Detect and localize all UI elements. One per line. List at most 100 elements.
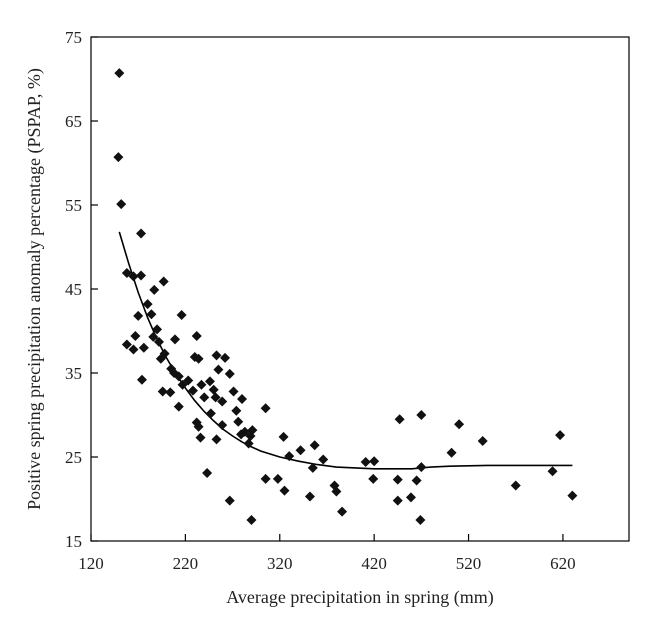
data-point	[213, 364, 224, 375]
data-point	[191, 331, 202, 342]
data-point	[173, 371, 184, 382]
x-tick-label: 220	[173, 554, 199, 573]
data-point	[477, 436, 488, 447]
data-point	[114, 68, 125, 79]
data-point	[158, 276, 169, 287]
data-point	[307, 462, 318, 473]
data-point	[246, 515, 257, 525]
data-point	[243, 438, 254, 449]
data-point	[331, 486, 342, 497]
y-tick-label: 45	[65, 280, 82, 299]
data-point	[510, 480, 521, 491]
x-axis-ticks: 120 220 320 420 520 620	[78, 534, 576, 573]
data-point	[149, 284, 160, 295]
data-point	[446, 447, 457, 458]
data-point	[547, 466, 558, 477]
data-point	[136, 374, 147, 385]
data-point	[130, 331, 141, 342]
data-point	[278, 431, 289, 442]
x-tick-label: 520	[456, 554, 482, 573]
data-point	[196, 379, 207, 390]
data-point	[369, 456, 380, 467]
data-point	[394, 414, 405, 425]
y-axis-ticks: 15 25 35 45 55 65 75	[65, 28, 98, 551]
data-point	[133, 310, 144, 321]
data-point	[309, 440, 320, 451]
x-tick-label: 120	[78, 554, 104, 573]
data-point	[217, 420, 228, 431]
data-point	[121, 339, 132, 350]
y-tick-label: 35	[65, 364, 82, 383]
data-point	[153, 336, 164, 347]
data-point	[211, 434, 222, 445]
x-tick-label: 320	[267, 554, 293, 573]
data-point	[360, 457, 371, 468]
data-point	[279, 485, 290, 496]
data-point	[220, 352, 231, 363]
data-point	[204, 376, 215, 387]
data-point	[148, 331, 159, 342]
data-point	[173, 401, 184, 412]
fit-curve	[118, 231, 573, 470]
data-point	[284, 451, 295, 462]
data-point	[152, 324, 163, 335]
data-point	[405, 492, 416, 503]
data-point	[193, 353, 204, 364]
data-point	[411, 475, 422, 486]
data-point	[157, 386, 168, 397]
data-point	[138, 342, 149, 353]
data-point	[155, 353, 166, 364]
data-point	[318, 454, 329, 465]
data-point	[217, 396, 228, 407]
data-point	[205, 408, 216, 419]
data-point	[337, 506, 348, 517]
data-point	[208, 384, 219, 395]
y-tick-label: 65	[65, 112, 82, 131]
data-point	[128, 271, 139, 282]
data-point	[231, 405, 242, 416]
data-point	[146, 309, 157, 320]
data-point	[368, 473, 379, 484]
data-point	[392, 495, 403, 506]
y-tick-label: 25	[65, 448, 82, 467]
data-point	[416, 462, 427, 473]
data-point	[136, 228, 147, 239]
y-axis-title: Positive spring precipitation anomaly pe…	[24, 68, 45, 510]
data-point	[260, 403, 271, 414]
data-point	[237, 394, 248, 405]
data-point	[304, 491, 315, 502]
data-point	[233, 416, 244, 427]
x-tick-label: 620	[550, 554, 576, 573]
data-point	[555, 430, 566, 441]
data-point	[165, 387, 176, 398]
data-point	[567, 490, 578, 501]
data-point	[416, 410, 427, 420]
data-point	[116, 199, 127, 210]
data-point	[170, 334, 181, 345]
y-tick-label: 15	[65, 532, 82, 551]
data-point	[260, 473, 271, 484]
data-point	[415, 515, 426, 525]
data-point	[272, 473, 283, 484]
data-point	[454, 419, 465, 430]
data-point	[176, 310, 187, 321]
data-point	[136, 270, 147, 281]
data-point	[191, 417, 202, 428]
data-point	[202, 467, 213, 478]
data-point	[224, 368, 235, 379]
data-point	[247, 425, 258, 436]
data-points	[113, 68, 578, 525]
x-axis-title: Average precipitation in spring (mm)	[226, 587, 494, 608]
data-point	[187, 385, 198, 396]
data-point	[210, 392, 221, 403]
data-point	[295, 445, 306, 456]
data-point	[199, 392, 210, 403]
data-point	[113, 152, 124, 163]
data-point	[228, 386, 239, 397]
data-point	[211, 350, 222, 361]
data-point	[183, 375, 194, 386]
data-point	[195, 432, 206, 443]
data-point	[224, 495, 235, 506]
x-tick-label: 420	[361, 554, 387, 573]
